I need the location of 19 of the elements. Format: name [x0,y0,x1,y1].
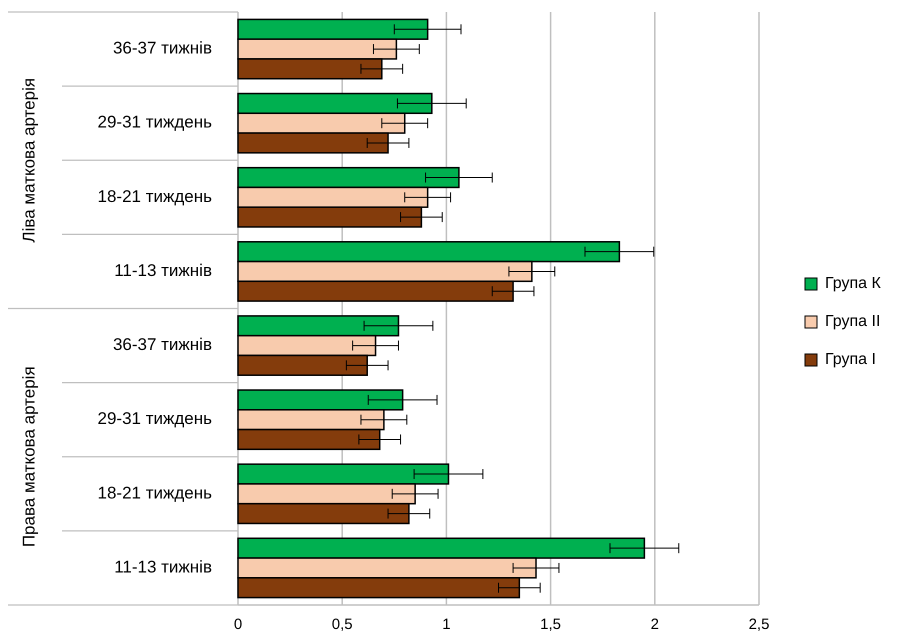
x-tick-label: 2,5 [748,616,770,633]
y-tick-label: 11-13 тижнів [114,260,212,280]
y-tick-label: 36-37 тижнів [112,335,212,354]
x-tick-label: 1,5 [540,616,562,633]
y-tick-label: 18-21 тиждень [98,186,212,206]
legend-label: Група II [825,313,880,330]
x-tick-label: 0,5 [332,616,353,633]
y-tick-label: 36-37 тижнів [112,38,212,58]
legend-label: Група I [825,351,876,368]
y-tick-label: 18-21 тиждень [98,483,212,502]
x-tick-label: 1 [442,616,451,633]
legend-label: Група К [825,275,882,292]
y-tick-label: 29-31 тиждень [98,112,212,132]
x-tick-label: 0 [234,616,242,633]
y-tick-label: 29-31 тиждень [98,409,212,428]
text: Права маткова артерія [19,366,38,548]
x-tick-label: 2 [650,616,659,633]
y-tick-label: 11-13 тижнів [114,557,212,576]
text: Ліва маткова артерія [19,78,38,243]
